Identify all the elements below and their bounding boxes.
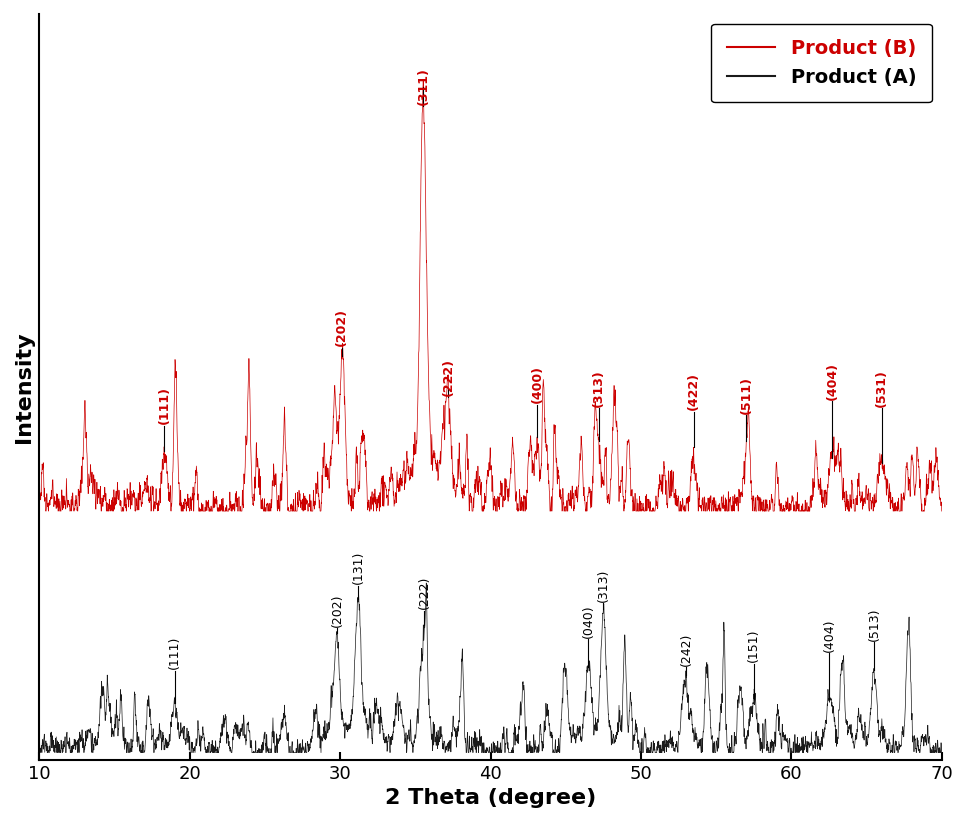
Text: (313): (313) [593,369,605,407]
Line: Product (A): Product (A) [40,583,942,753]
Product (B) [79,395,91,405]
Product (A) [936,748,948,758]
Text: (111): (111) [168,636,181,669]
Text: (151): (151) [747,629,760,663]
Product (B) [418,76,429,86]
Product (A) [607,739,619,749]
Product (B) [751,506,763,516]
Text: (040): (040) [582,604,595,638]
Product (B) [40,506,51,516]
Text: (511): (511) [740,376,752,413]
Product (A) [421,578,432,588]
Text: (404): (404) [826,362,838,399]
Text: (311): (311) [417,67,429,105]
Text: (513): (513) [867,607,881,641]
Product (A) [79,741,91,751]
Product (B) [34,478,45,487]
Product (B) [607,426,619,436]
Product (A) [361,718,372,727]
Text: (222): (222) [442,358,455,396]
Text: (222): (222) [418,575,431,609]
Y-axis label: Intensity: Intensity [14,331,34,442]
Text: (111): (111) [158,386,171,424]
Product (B) [361,466,372,476]
Product (A) [36,748,47,758]
Text: (202): (202) [331,593,343,627]
Text: (242): (242) [680,633,692,666]
Product (A) [568,729,579,739]
Legend: Product (B), Product (A): Product (B), Product (A) [711,24,932,103]
Product (A) [751,710,763,720]
Text: (422): (422) [688,372,700,410]
Product (B) [568,504,579,514]
Line: Product (B): Product (B) [40,81,942,511]
Product (B) [936,506,948,516]
Text: (131): (131) [352,551,365,584]
Product (A) [703,681,715,690]
Text: (404): (404) [823,618,835,652]
Text: (313): (313) [597,569,610,602]
Product (A) [34,733,45,743]
Text: (202): (202) [336,308,348,346]
X-axis label: 2 Theta (degree): 2 Theta (degree) [385,788,597,808]
Product (B) [703,505,715,515]
Text: (531): (531) [875,369,888,407]
Text: (400): (400) [531,365,543,403]
